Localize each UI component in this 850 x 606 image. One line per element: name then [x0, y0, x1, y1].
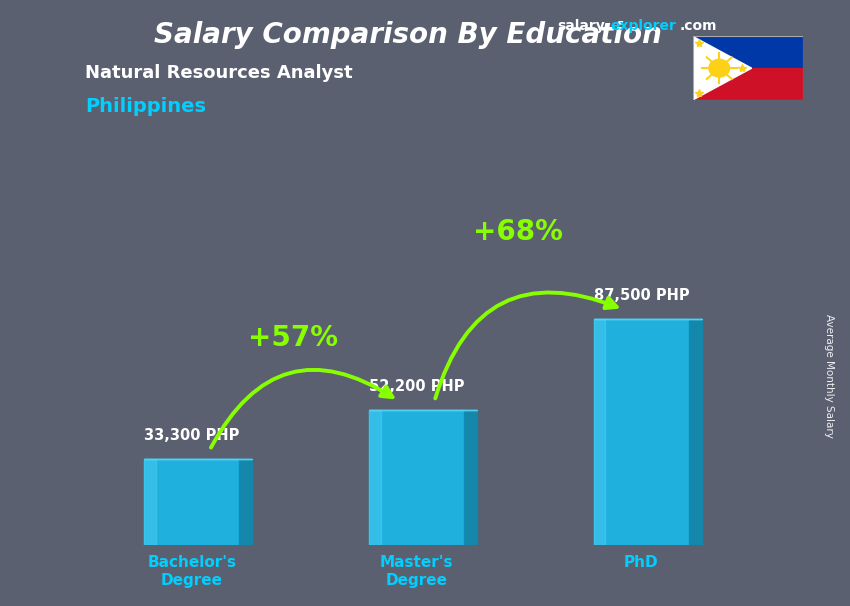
Bar — [144, 459, 156, 545]
Polygon shape — [693, 36, 751, 100]
Polygon shape — [464, 410, 477, 545]
Text: Natural Resources Analyst: Natural Resources Analyst — [85, 64, 353, 82]
Text: +68%: +68% — [473, 219, 563, 247]
Circle shape — [709, 59, 729, 77]
Bar — [693, 68, 803, 100]
Text: Average Monthly Salary: Average Monthly Salary — [824, 314, 834, 438]
Text: +57%: +57% — [248, 324, 337, 351]
Text: explorer: explorer — [610, 19, 676, 33]
Text: 33,300 PHP: 33,300 PHP — [144, 428, 240, 443]
Text: salary: salary — [557, 19, 604, 33]
Bar — [594, 319, 688, 545]
Bar — [369, 410, 464, 545]
Bar — [693, 36, 803, 68]
Text: Salary Comparison By Education: Salary Comparison By Education — [154, 21, 662, 49]
Polygon shape — [239, 459, 252, 545]
Text: 87,500 PHP: 87,500 PHP — [593, 288, 689, 303]
Bar — [144, 459, 239, 545]
Text: .com: .com — [680, 19, 717, 33]
Bar — [369, 410, 381, 545]
Text: Philippines: Philippines — [85, 97, 206, 116]
Polygon shape — [688, 319, 702, 545]
Text: 52,200 PHP: 52,200 PHP — [369, 379, 464, 395]
Bar — [594, 319, 605, 545]
